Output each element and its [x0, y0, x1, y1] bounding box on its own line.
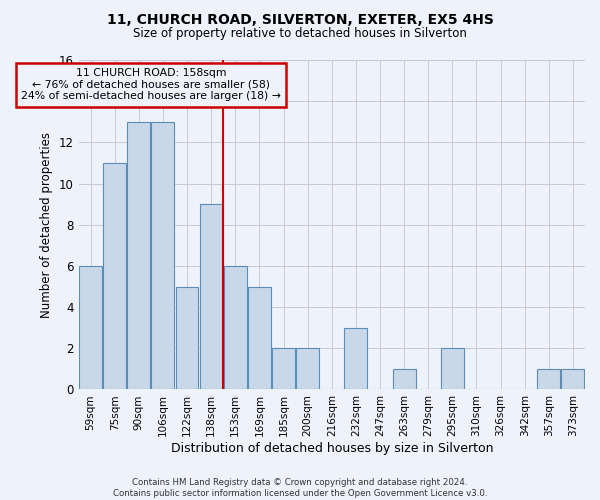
Bar: [441, 348, 464, 390]
Bar: [103, 163, 126, 390]
Bar: [200, 204, 223, 390]
Bar: [79, 266, 102, 390]
Bar: [176, 286, 199, 390]
Text: Contains HM Land Registry data © Crown copyright and database right 2024.
Contai: Contains HM Land Registry data © Crown c…: [113, 478, 487, 498]
Text: 11 CHURCH ROAD: 158sqm
← 76% of detached houses are smaller (58)
24% of semi-det: 11 CHURCH ROAD: 158sqm ← 76% of detached…: [21, 68, 281, 102]
Bar: [392, 369, 416, 390]
Bar: [538, 369, 560, 390]
Bar: [248, 286, 271, 390]
Bar: [151, 122, 175, 390]
Y-axis label: Number of detached properties: Number of detached properties: [40, 132, 53, 318]
Bar: [344, 328, 367, 390]
Bar: [272, 348, 295, 390]
Bar: [562, 369, 584, 390]
Bar: [127, 122, 150, 390]
Text: 11, CHURCH ROAD, SILVERTON, EXETER, EX5 4HS: 11, CHURCH ROAD, SILVERTON, EXETER, EX5 …: [107, 12, 493, 26]
Bar: [224, 266, 247, 390]
Text: Size of property relative to detached houses in Silverton: Size of property relative to detached ho…: [133, 28, 467, 40]
X-axis label: Distribution of detached houses by size in Silverton: Distribution of detached houses by size …: [170, 442, 493, 455]
Bar: [296, 348, 319, 390]
